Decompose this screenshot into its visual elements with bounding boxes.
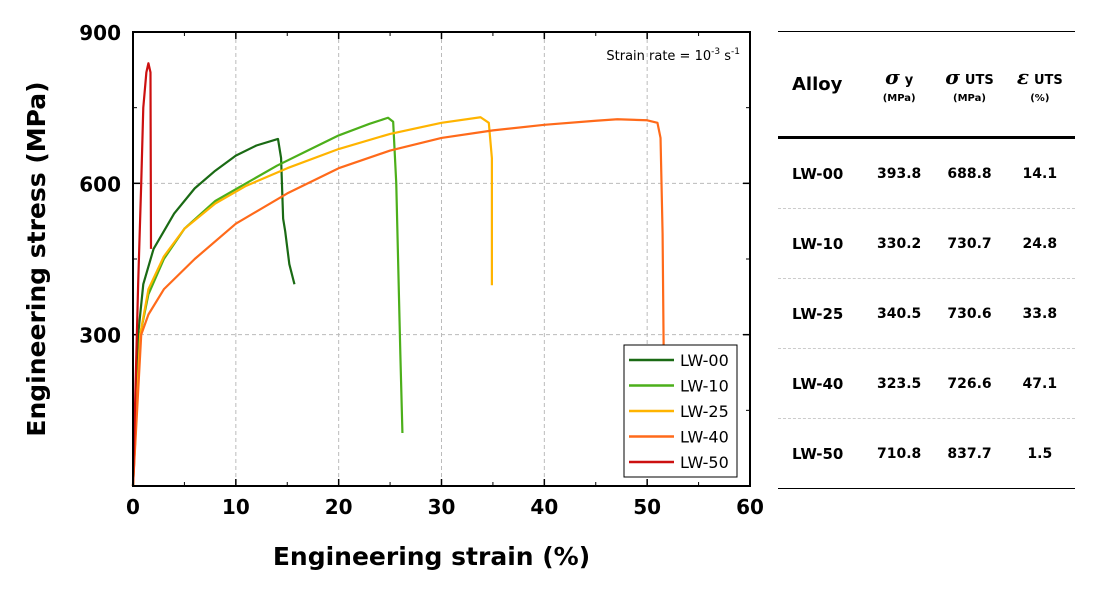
plot-frame	[132, 31, 751, 487]
x-tick-label: 40	[530, 495, 558, 519]
y-tick-label: 600	[79, 172, 121, 196]
legend-label: LW-25	[680, 402, 729, 421]
header-uts: σ UTS (MPa)	[945, 64, 994, 104]
stress-strain-chart: 0 10 20 30 40 50 60 300 600 900 LW-00 LW-10 LW-25 LW-…	[22, 21, 764, 571]
strain-rate-annotation: Strain rate = 10-3 s-1	[606, 47, 740, 64]
cell-elongation: 24.8	[1022, 235, 1058, 252]
header-yield: σ y (MPa)	[882, 64, 916, 104]
legend-label: LW-00	[680, 351, 729, 370]
cell-uts: 688.8	[947, 165, 992, 182]
cell-uts: 730.6	[947, 305, 992, 322]
properties-table: Alloy σ y (MPa) σ UTS (MPa) ε UTS (%) LW-00…	[778, 31, 1075, 489]
cell-elongation: 14.1	[1022, 165, 1058, 182]
series-line-lw-40	[131, 118, 665, 487]
x-tick-label: 30	[428, 495, 456, 519]
table-row: LW-50 710.8 837.7 1.5	[778, 419, 1075, 489]
cell-alloy: LW-40	[792, 374, 844, 393]
annotation-part: Strain rate = 10	[606, 49, 711, 64]
table-row: LW-00 393.8 688.8 14.1	[778, 139, 1075, 209]
table-row: LW-40 323.5 726.6 47.1	[778, 349, 1075, 419]
legend-label: LW-50	[680, 453, 729, 472]
cell-alloy: LW-50	[792, 444, 844, 463]
series-line-lw-10	[131, 116, 404, 487]
cell-yield: 330.2	[877, 235, 922, 252]
cell-alloy: LW-00	[792, 164, 844, 183]
y-axis-label: Engineering stress (MPa)	[22, 81, 51, 436]
cell-yield: 340.5	[877, 305, 922, 322]
x-axis-label: Engineering strain (%)	[273, 542, 590, 571]
cell-alloy: LW-10	[792, 234, 844, 253]
annotation-part: s	[720, 49, 731, 64]
cell-yield: 323.5	[877, 375, 922, 392]
cell-uts: 726.6	[947, 375, 992, 392]
annotation-part: -1	[731, 47, 740, 57]
x-tick-label: 20	[325, 495, 353, 519]
x-tick-label: 10	[222, 495, 250, 519]
cell-yield: 393.8	[877, 165, 922, 182]
x-tick-label: 0	[126, 495, 140, 519]
cell-alloy: LW-25	[792, 304, 844, 323]
y-tick-label: 300	[79, 324, 121, 348]
y-tick-label: 900	[79, 21, 121, 45]
legend-label: LW-10	[680, 377, 729, 396]
x-tick-label: 50	[633, 495, 661, 519]
legend-label: LW-40	[680, 428, 729, 447]
series-line-lw-00	[131, 137, 296, 487]
cell-elongation: 47.1	[1022, 375, 1058, 392]
series-line-lw-25	[131, 116, 493, 487]
cell-yield: 710.8	[877, 445, 922, 462]
annotation-part: -3	[711, 47, 720, 57]
table-header: Alloy σ y (MPa) σ UTS (MPa) ε UTS (%)	[778, 32, 1075, 139]
header-elongation: ε UTS (%)	[1016, 64, 1063, 104]
cell-uts: 730.7	[947, 235, 992, 252]
header-alloy: Alloy	[792, 73, 843, 95]
cell-uts: 837.7	[947, 445, 992, 462]
table-row: LW-25 340.5 730.6 33.8	[778, 279, 1075, 349]
x-tick-label: 60	[736, 495, 764, 519]
table-row: LW-10 330.2 730.7 24.8	[778, 209, 1075, 279]
series-line-lw-50	[131, 62, 153, 487]
cell-elongation: 1.5	[1027, 445, 1053, 462]
cell-elongation: 33.8	[1022, 305, 1058, 322]
